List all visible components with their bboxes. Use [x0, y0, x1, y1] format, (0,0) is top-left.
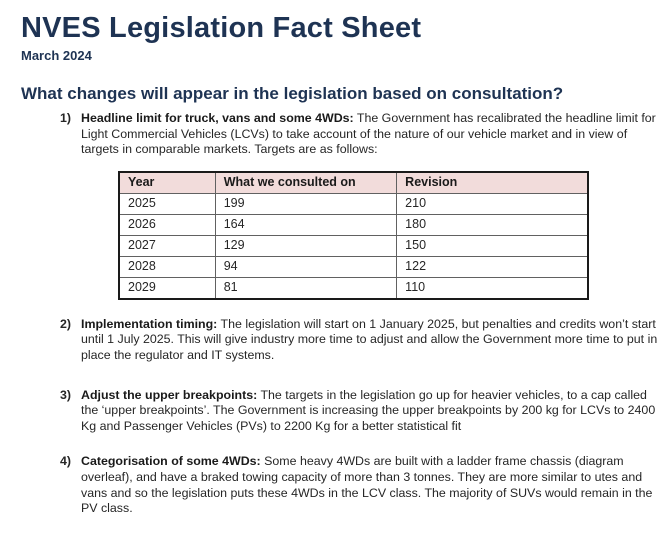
table-row: 2028 94 122	[118, 255, 589, 278]
item-label: Implementation timing:	[81, 316, 218, 331]
item-label: Headline limit for truck, vans and some …	[81, 111, 354, 125]
numbered-list: 1) Headline limit for truck, vans and so…	[21, 111, 657, 517]
list-item-categorisation-4wds: 4) Categorisation of some 4WDs: Some hea…	[60, 454, 662, 516]
list-item-implementation-timing: 2) Implementation timing: The legislatio…	[60, 317, 662, 364]
item-number: 1)	[60, 111, 72, 125]
item-text: The targets in the legislation go up for…	[81, 387, 656, 433]
cell-revision: 110	[396, 276, 589, 300]
cell-consulted: 94	[214, 255, 398, 278]
item-text: Some heavy 4WDs are built with a ladder …	[81, 454, 653, 516]
item-paragraph: Headline limit for truck, vans and some …	[81, 111, 662, 158]
cell-consulted: 129	[214, 234, 398, 257]
cell-year: 2027	[118, 234, 216, 257]
item-paragraph: Categorisation of some 4WDs: Some heavy …	[81, 454, 662, 516]
cell-year: 2026	[118, 213, 216, 236]
column-header-consulted: What we consulted on	[214, 171, 398, 194]
page-title: NVES Legislation Fact Sheet	[21, 12, 422, 44]
cell-revision: 180	[396, 213, 589, 236]
item-paragraph: Adjust the upper breakpoints: The target…	[81, 388, 662, 435]
cell-revision: 210	[396, 192, 589, 215]
cell-consulted: 199	[214, 192, 398, 215]
item-text: The Government has recalibrated the head…	[81, 111, 656, 157]
targets-table: Year What we consulted on Revision 2025 …	[118, 170, 589, 300]
table-row: 2029 81 110	[118, 276, 589, 300]
cell-year: 2029	[118, 276, 216, 300]
table-row: 2026 164 180	[118, 213, 589, 236]
table-row: 2025 199 210	[118, 192, 589, 215]
item-label: Categorisation of some 4WDs:	[81, 454, 261, 469]
table-row: 2027 129 150	[118, 234, 589, 257]
list-item-headline-limit: 1) Headline limit for truck, vans and so…	[60, 111, 662, 300]
section-heading: What changes will appear in the legislat…	[21, 84, 564, 103]
item-number: 4)	[60, 454, 72, 469]
column-header-revision: Revision	[396, 171, 589, 194]
table-header-row: Year What we consulted on Revision	[118, 171, 589, 194]
item-text: The legislation will start on 1 January …	[81, 316, 658, 362]
fact-sheet-page: NVES Legislation Fact Sheet March 2024 W…	[21, 12, 657, 517]
list-item-upper-breakpoints: 3) Adjust the upper breakpoints: The tar…	[60, 388, 662, 435]
item-number: 2)	[60, 316, 72, 331]
cell-consulted: 164	[214, 213, 398, 236]
item-paragraph: Implementation timing: The legislation w…	[81, 317, 662, 364]
column-header-year: Year	[118, 171, 216, 194]
cell-consulted: 81	[214, 276, 398, 300]
cell-year: 2028	[118, 255, 216, 278]
item-label: Adjust the upper breakpoints:	[81, 387, 258, 402]
cell-revision: 150	[396, 234, 589, 257]
document-date: March 2024	[21, 48, 92, 63]
cell-revision: 122	[396, 255, 589, 278]
item-number: 3)	[60, 387, 72, 402]
cell-year: 2025	[118, 192, 216, 215]
